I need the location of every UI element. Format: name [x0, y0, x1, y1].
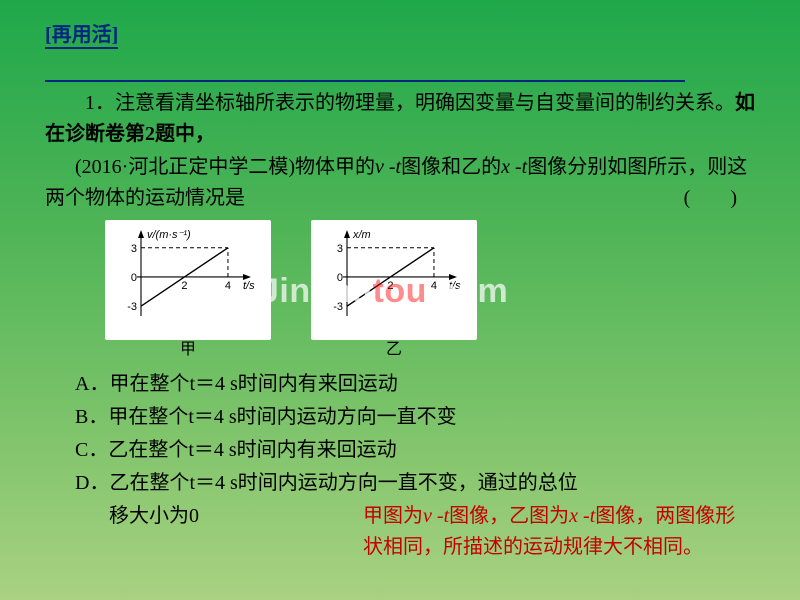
note-v: v: [423, 505, 432, 527]
content-area: [再用活] 1．注意看清坐标轴所表示的物理量，明确因变量与自变量间的制约关系。如…: [0, 0, 800, 600]
option-d-line1: D．乙在整个t＝4 s时间内运动方向一直不变，通过的总位: [45, 468, 755, 499]
sym-dash-1: -: [384, 156, 396, 178]
option-c: C．乙在整个t＝4 s时间内有来回运动: [45, 435, 755, 466]
sym-dash-2: -: [510, 156, 522, 178]
svg-text:x/m: x/m: [352, 229, 371, 241]
note-1c: 图像，两图像形: [595, 505, 735, 527]
svg-text:0: 0: [131, 272, 137, 284]
sym-v: v: [375, 156, 384, 178]
answer-blank: ( ): [654, 183, 737, 214]
option-b: B．甲在整个t＝4 s时间内运动方向一直不变: [45, 402, 755, 433]
q-prefix: (2016·河北正定中学二模)物体甲的: [75, 156, 375, 178]
chart-a-caption: 甲: [105, 338, 271, 363]
chart-b-caption: 乙: [311, 338, 477, 363]
note-1b: 图像，乙图为: [449, 505, 569, 527]
chart-b-container: -3 0 3 2 4 x/m t/s 乙: [311, 220, 477, 363]
svg-text:t/s: t/s: [449, 280, 461, 292]
note-line1: 甲图为v -t图像，乙图为x -t图像，两图像形: [239, 501, 735, 532]
note-x: x: [569, 505, 578, 527]
charts-row: -3 0 3 2 4 v/(m·s⁻¹) t/s 甲 -3 0 3 2 4 x/m t/s 乙: [105, 220, 755, 363]
note-dash-2: -: [578, 505, 590, 527]
svg-text:0: 0: [337, 272, 343, 284]
chart-b: -3 0 3 2 4 x/m t/s: [319, 226, 469, 326]
paragraph-2: (2016·河北正定中学二模)物体甲的v -t图像和乙的x -t图像分别如图所示…: [45, 152, 755, 214]
note-1a: 甲图为: [363, 505, 423, 527]
paragraph-1: 1．注意看清坐标轴所表示的物理量，明确因变量与自变量间的制约关系。如在诊断卷第2…: [45, 88, 755, 150]
sym-x: x: [501, 156, 510, 178]
option-a: A．甲在整个t＝4 s时间内有来回运动: [45, 369, 755, 400]
note-dash-1: -: [432, 505, 444, 527]
chart-a-bg: -3 0 3 2 4 v/(m·s⁻¹) t/s: [105, 220, 271, 340]
svg-text:-3: -3: [127, 301, 137, 313]
svg-text:3: 3: [337, 243, 343, 255]
options-list: A．甲在整个t＝4 s时间内有来回运动 B．甲在整个t＝4 s时间内运动方向一直…: [45, 369, 755, 563]
svg-text:2: 2: [387, 280, 393, 292]
svg-text:v/(m·s⁻¹): v/(m·s⁻¹): [147, 229, 191, 241]
svg-text:4: 4: [225, 280, 231, 292]
header-text: [再用活]: [45, 24, 118, 49]
chart-a: -3 0 3 2 4 v/(m·s⁻¹) t/s: [113, 226, 263, 326]
header-underline-fill: [45, 61, 685, 82]
svg-text:3: 3: [131, 243, 137, 255]
svg-text:2: 2: [181, 280, 187, 292]
svg-text:4: 4: [431, 280, 437, 292]
option-d-line2: 移大小为0: [45, 501, 199, 563]
chart-b-bg: -3 0 3 2 4 x/m t/s: [311, 220, 477, 340]
section-header: [再用活]: [45, 20, 755, 82]
chart-a-container: -3 0 3 2 4 v/(m·s⁻¹) t/s 甲: [105, 220, 271, 363]
note-line2: 状相同，所描述的运动规律大不相同。: [239, 532, 735, 563]
q-mid: 图像和乙的: [401, 156, 501, 178]
paragraph-1-normal: 1．注意看清坐标轴所表示的物理量，明确因变量与自变量间的制约关系。: [85, 92, 735, 114]
svg-text:-3: -3: [333, 301, 343, 313]
svg-text:t/s: t/s: [243, 280, 255, 292]
